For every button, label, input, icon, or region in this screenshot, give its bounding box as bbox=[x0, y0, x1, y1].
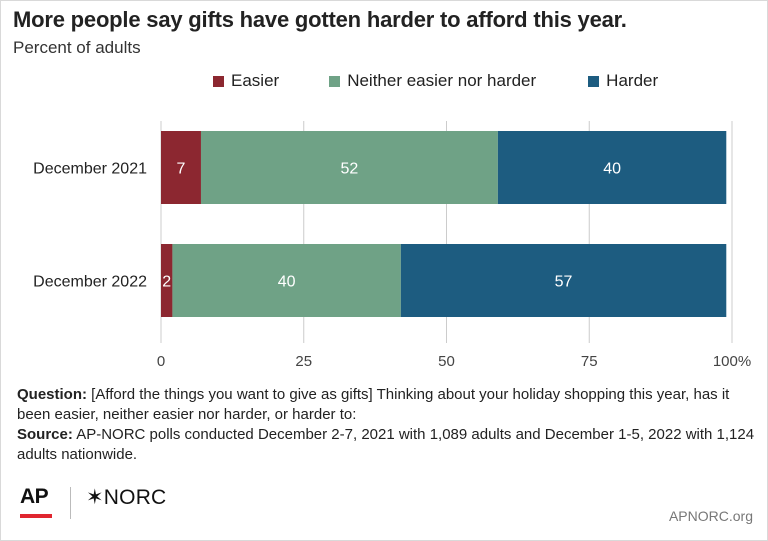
x-tick-label: 75 bbox=[581, 353, 598, 370]
chart-notes: Question: [Afford the things you want to… bbox=[17, 385, 757, 465]
source-note: Source: AP-NORC polls conducted December… bbox=[17, 425, 757, 465]
legend-item: Harder bbox=[588, 71, 658, 91]
x-tick-label: 25 bbox=[295, 353, 312, 370]
x-tick-label: 100% bbox=[713, 353, 751, 370]
data-label: 7 bbox=[177, 161, 186, 178]
stacked-bar-chart: 0 25 50 75 100% December 2021 7 52 40 December 20… bbox=[33, 121, 751, 370]
bar-segment bbox=[161, 244, 173, 317]
chart-subtitle: Percent of adults bbox=[13, 38, 141, 57]
data-label: 52 bbox=[341, 161, 359, 178]
bar-segment bbox=[172, 244, 401, 317]
source-label: Source: bbox=[17, 426, 73, 443]
source-text: AP-NORC polls conducted December 2-7, 20… bbox=[17, 426, 755, 463]
category-label: December 2022 bbox=[33, 274, 147, 291]
bar-segment bbox=[400, 244, 727, 317]
legend-label: Easier bbox=[231, 71, 280, 90]
x-tick-label: 50 bbox=[438, 353, 455, 370]
question-text: [Afford the things you want to give as g… bbox=[17, 386, 730, 423]
bar-segment bbox=[161, 131, 201, 204]
data-label: 2 bbox=[162, 274, 171, 291]
data-label: 40 bbox=[278, 274, 296, 291]
data-label: 57 bbox=[555, 274, 573, 291]
ap-logo: AP bbox=[20, 485, 49, 508]
category-label: December 2021 bbox=[33, 161, 147, 178]
legend-swatch bbox=[329, 75, 341, 87]
question-note: Question: [Afford the things you want to… bbox=[17, 385, 757, 425]
chart-title: More people say gifts have gotten harder… bbox=[13, 7, 627, 32]
legend-item: Neither easier nor harder bbox=[329, 71, 536, 91]
bar-segment bbox=[200, 131, 498, 204]
ap-logo-underline bbox=[20, 514, 52, 518]
legend-swatch bbox=[213, 75, 224, 87]
logo-divider bbox=[70, 487, 71, 519]
legend-label: Harder bbox=[606, 71, 659, 90]
x-tick-label: 0 bbox=[157, 353, 165, 370]
legend-swatch bbox=[588, 75, 600, 87]
norc-logo: ✶NORC bbox=[86, 486, 167, 509]
data-label: 40 bbox=[603, 161, 621, 178]
bar-segment bbox=[497, 131, 727, 204]
legend-item: Easier bbox=[213, 71, 279, 91]
question-label: Question: bbox=[17, 386, 87, 403]
chart-legend: Easier Neither easier nor harder Harder bbox=[213, 70, 658, 92]
legend-label: Neither easier nor harder bbox=[347, 71, 537, 90]
source-url: APNORC.org bbox=[668, 508, 753, 524]
